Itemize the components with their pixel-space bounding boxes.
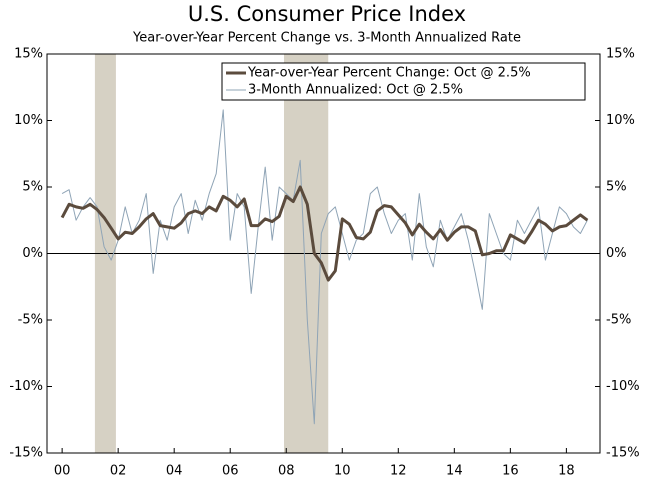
y-tick-label: -15% bbox=[9, 446, 43, 461]
y2-tick-label: 5% bbox=[606, 180, 627, 195]
y2-tick-label: 0% bbox=[606, 246, 627, 261]
y2-tick-label: 15% bbox=[606, 47, 635, 62]
x-tick-label: 12 bbox=[390, 464, 407, 479]
x-tick-label: 18 bbox=[558, 464, 575, 479]
y-tick-label: 5% bbox=[22, 180, 43, 195]
x-tick-label: 00 bbox=[54, 464, 71, 479]
y-tick-label: 15% bbox=[14, 47, 43, 62]
y2-tick-label: -5% bbox=[606, 313, 631, 328]
series-line bbox=[61, 109, 588, 425]
y2-tick-label: -15% bbox=[606, 446, 640, 461]
y-tick-label: 0% bbox=[22, 246, 43, 261]
legend-box bbox=[221, 62, 586, 101]
chart-title: U.S. Consumer Price Index bbox=[188, 2, 466, 26]
y2-tick-label: 10% bbox=[606, 113, 635, 128]
y-tick-label: -5% bbox=[18, 313, 43, 328]
series-line bbox=[60, 185, 589, 282]
y2-tick-label: -10% bbox=[606, 379, 640, 394]
chart-subtitle: Year-over-Year Percent Change vs. 3-Mont… bbox=[132, 31, 521, 46]
x-tick-label: 10 bbox=[334, 464, 351, 479]
x-tick-label: 04 bbox=[166, 464, 183, 479]
x-tick-label: 14 bbox=[446, 464, 463, 479]
x-tick-label: 08 bbox=[278, 464, 295, 479]
y-tick-label: -10% bbox=[9, 379, 43, 394]
x-tick-label: 02 bbox=[110, 464, 127, 479]
y-tick-label: 10% bbox=[14, 113, 43, 128]
x-tick-label: 16 bbox=[502, 464, 519, 479]
legend-label: Year-over-Year Percent Change: Oct @ 2.5… bbox=[247, 66, 531, 81]
x-tick-label: 06 bbox=[222, 464, 239, 479]
legend-label: 3-Month Annualized: Oct @ 2.5% bbox=[248, 83, 463, 98]
